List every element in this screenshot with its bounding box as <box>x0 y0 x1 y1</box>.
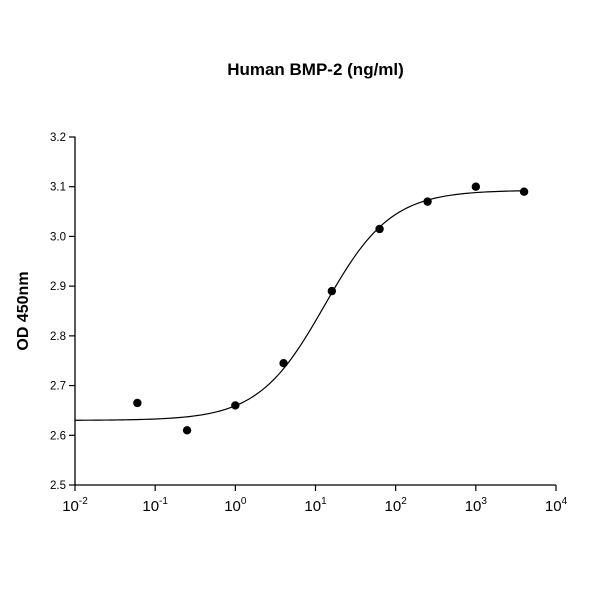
x-tick-label: 102 <box>385 496 408 515</box>
y-tick-label: 3.0 <box>50 231 66 243</box>
data-point <box>519 187 529 196</box>
data-point <box>423 197 432 206</box>
x-tick-label: 101 <box>304 496 327 515</box>
y-tick-label: 3.2 <box>50 132 66 144</box>
data-point <box>375 224 384 234</box>
y-tick-label: 2.6 <box>50 430 66 442</box>
y-tick-label: 2.5 <box>50 480 66 492</box>
x-tick-label: 103 <box>465 496 488 515</box>
data-point <box>327 286 337 296</box>
x-tick-label: 104 <box>545 496 568 515</box>
data-point <box>133 398 142 408</box>
x-tick-label: 100 <box>224 496 247 515</box>
y-tick-label: 2.7 <box>50 381 66 393</box>
chart-title: Human BMP-2 (ng/ml) <box>227 60 404 79</box>
data-point <box>279 359 288 368</box>
data-point <box>471 182 481 191</box>
data-point <box>231 401 240 410</box>
fit-curve <box>74 190 526 421</box>
x-tick-label: 10-1 <box>142 496 168 515</box>
y-tick-label: 3.1 <box>50 182 66 194</box>
y-tick-label: 2.9 <box>50 281 66 293</box>
y-tick-label: 2.8 <box>50 331 66 343</box>
x-tick-label: 10-2 <box>62 496 88 515</box>
data-point <box>182 426 192 435</box>
